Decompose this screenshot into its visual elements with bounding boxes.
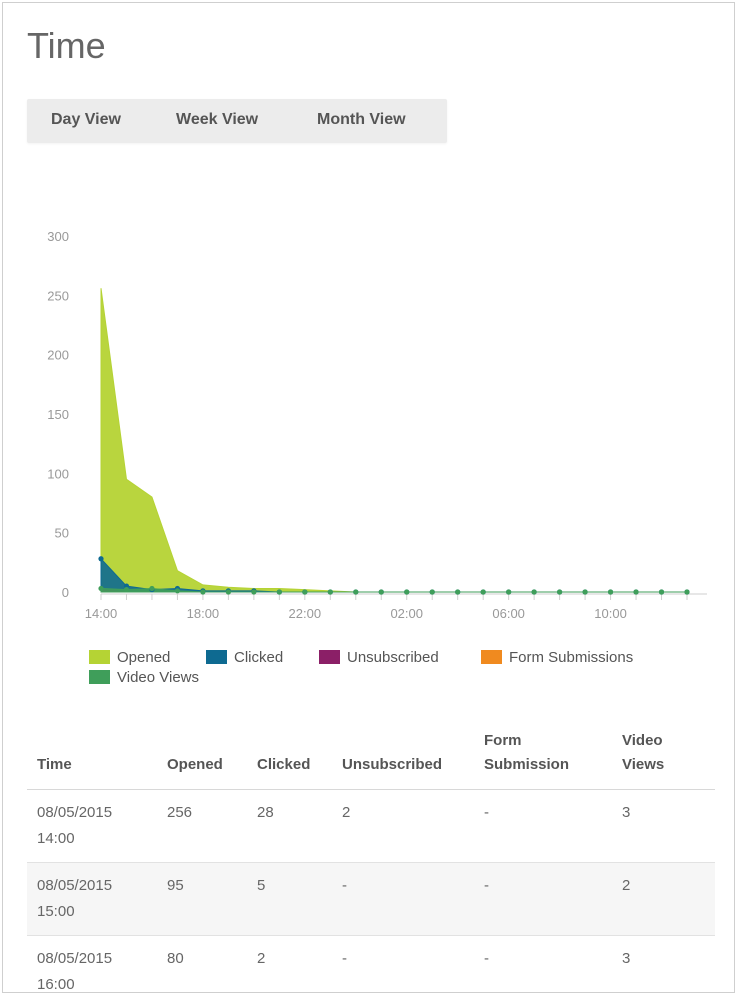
data-point: [684, 589, 690, 595]
x-tick-label: 14:00: [85, 606, 118, 621]
cell-date: 08/05/2015: [37, 950, 113, 967]
y-tick-label: 250: [47, 288, 69, 303]
legend-swatch-unsubscribed: [319, 650, 340, 664]
time-table: Time Opened Clicked Unsubscribed Form Su…: [27, 721, 715, 993]
cell-time: 08/05/2015 14:00: [27, 789, 157, 863]
table-row: 08/05/2015 14:00 256 28 2 - 3: [27, 789, 715, 863]
data-point: [123, 583, 130, 589]
legend-label-clicked: Clicked: [234, 649, 284, 666]
data-point: [251, 589, 257, 595]
y-tick-label: 0: [62, 585, 69, 600]
cell-time: 08/05/2015 16:00: [27, 935, 157, 993]
data-point: [225, 589, 231, 595]
x-tick-label: 06:00: [492, 606, 525, 621]
legend-label-unsubscribed: Unsubscribed: [347, 649, 439, 666]
data-point: [378, 589, 384, 595]
col-unsubscribed: Unsubscribed: [332, 721, 474, 790]
legend-swatch-opened: [89, 650, 110, 664]
cell-video: 2: [612, 862, 715, 936]
data-point: [404, 589, 410, 595]
data-point: [455, 589, 461, 595]
data-point: [302, 589, 308, 595]
cell-video: 3: [612, 935, 715, 992]
cell-video: 3: [612, 789, 715, 863]
x-tick-label: 10:00: [594, 606, 627, 621]
data-point: [480, 589, 486, 595]
cell-hour: 14:00: [37, 830, 75, 847]
series-area-video-views: [100, 587, 687, 593]
col-clicked: Clicked: [247, 721, 332, 790]
y-tick-label: 150: [47, 407, 69, 422]
y-tick-label: 100: [47, 466, 69, 481]
tab-day-view[interactable]: Day View: [51, 111, 121, 128]
data-point: [429, 589, 435, 595]
cell-clicked: 5: [247, 862, 332, 936]
legend-label-opened: Opened: [117, 649, 171, 666]
cell-time: 08/05/2015 15:00: [27, 862, 157, 936]
legend-form-submissions[interactable]: Form Submissions: [481, 649, 633, 666]
data-point: [658, 589, 665, 595]
data-point: [123, 587, 130, 593]
y-tick-label: 200: [47, 348, 69, 363]
legend-label-form-submissions: Form Submissions: [509, 649, 634, 666]
legend-video-views[interactable]: Video Views: [89, 669, 199, 686]
cell-unsubscribed: -: [332, 935, 474, 992]
legend-unsubscribed[interactable]: Unsubscribed: [319, 649, 439, 666]
time-chart: 0 50 100 150 200 250 300 14:00 18:00 22:00 02:00 06…: [47, 229, 707, 621]
table-row: 08/05/2015 16:00 80 2 - - 3: [27, 935, 715, 993]
x-tick-label: 02:00: [390, 606, 423, 621]
data-point: [557, 589, 563, 595]
series-area-opened: [100, 288, 687, 593]
page-title: Time: [27, 25, 106, 66]
col-opened: Opened: [157, 721, 247, 790]
legend-swatch-form-submissions: [481, 650, 502, 664]
tab-month-view[interactable]: Month View: [317, 111, 406, 128]
cell-form: -: [474, 862, 612, 936]
legend-swatch-video-views: [89, 670, 110, 684]
data-point: [327, 589, 333, 595]
view-tabs: Day View Week View Month View: [27, 99, 447, 143]
data-point: [633, 589, 639, 595]
cell-date: 08/05/2015: [37, 877, 113, 894]
cell-hour: 16:00: [37, 976, 75, 993]
legend-label-video-views: Video Views: [117, 669, 200, 686]
data-point: [276, 589, 282, 595]
cell-form: -: [474, 789, 612, 863]
cell-unsubscribed: 2: [332, 789, 474, 863]
table-header-row: Time Opened Clicked Unsubscribed Form Su…: [27, 721, 715, 790]
cell-opened: 80: [157, 935, 247, 992]
y-tick-label: 300: [47, 229, 69, 244]
data-point: [582, 589, 588, 595]
cell-clicked: 2: [247, 935, 332, 992]
table-row: 08/05/2015 15:00 95 5 - - 2: [27, 862, 715, 936]
data-point: [353, 589, 359, 595]
cell-hour: 15:00: [37, 903, 75, 920]
legend-swatch-clicked: [206, 650, 227, 664]
cell-clicked: 28: [247, 789, 332, 863]
data-point: [98, 556, 104, 562]
cell-opened: 256: [157, 789, 247, 863]
data-point: [174, 588, 181, 594]
legend-clicked[interactable]: Clicked: [206, 649, 283, 666]
cell-date: 08/05/2015: [37, 804, 113, 821]
legend-opened[interactable]: Opened: [89, 649, 170, 666]
y-tick-label: 50: [55, 526, 69, 541]
data-point: [607, 589, 614, 595]
col-video-views: Video Views: [612, 721, 715, 790]
cell-form: -: [474, 935, 612, 992]
data-point: [149, 585, 155, 592]
data-point: [506, 589, 512, 595]
x-tick-label: 22:00: [289, 606, 322, 621]
data-point: [200, 589, 206, 595]
cell-unsubscribed: -: [332, 862, 474, 936]
col-time: Time: [27, 721, 157, 790]
cell-opened: 95: [157, 862, 247, 936]
col-form-submission: Form Submission: [474, 721, 612, 790]
data-point: [531, 589, 537, 595]
x-tick-label: 18:00: [187, 606, 220, 621]
tab-week-view[interactable]: Week View: [176, 111, 259, 128]
data-point: [98, 585, 104, 592]
